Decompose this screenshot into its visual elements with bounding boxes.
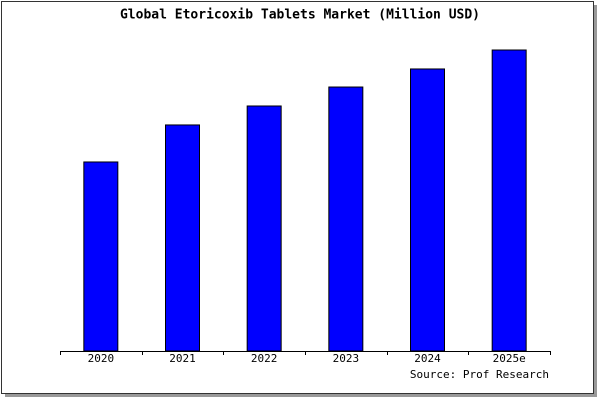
x-tick-label: 2020: [88, 352, 115, 365]
bar: [328, 86, 364, 352]
bar: [491, 49, 527, 352]
x-tick-label: 2024: [414, 352, 441, 365]
chart-title: Global Etoricoxib Tablets Market (Millio…: [120, 8, 480, 23]
x-tick-label: 2022: [251, 352, 278, 365]
bar: [246, 105, 282, 352]
bar: [83, 161, 119, 352]
x-tick-label: 2025e: [493, 352, 526, 365]
bar: [165, 124, 200, 352]
x-tick-label: 2021: [169, 352, 196, 365]
source-note: Source: Prof Research: [410, 368, 549, 381]
bar: [410, 68, 445, 352]
x-tick-label: 2023: [333, 352, 360, 365]
